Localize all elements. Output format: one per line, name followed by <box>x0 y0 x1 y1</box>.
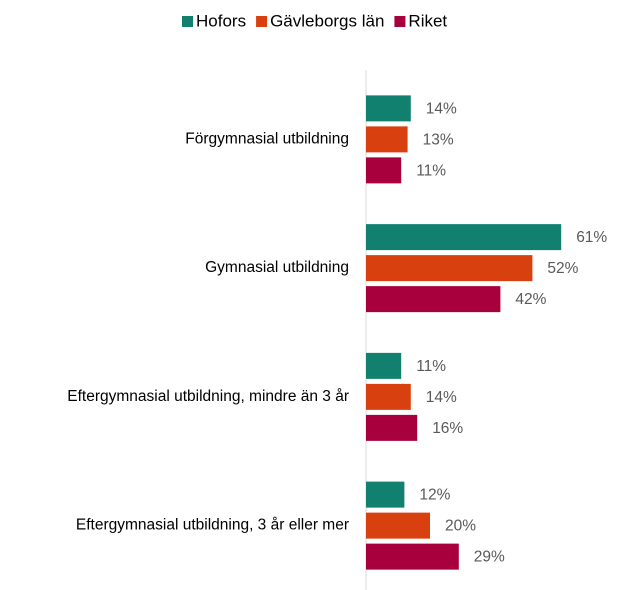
value-label: 13% <box>423 131 454 148</box>
category-label: Gymnasial utbildning <box>205 259 349 276</box>
bar <box>366 352 402 379</box>
bar <box>366 255 533 282</box>
value-label: 20% <box>445 518 476 535</box>
bar <box>366 126 408 153</box>
legend-label: Riket <box>408 11 447 30</box>
value-label: 12% <box>419 487 450 504</box>
value-label: 11% <box>416 162 446 179</box>
value-label: 42% <box>515 291 546 308</box>
value-label: 29% <box>474 549 505 566</box>
bar <box>366 481 405 508</box>
legend-swatch <box>182 16 193 27</box>
value-label: 52% <box>547 260 578 277</box>
category-label: Förgymnasial utbildning <box>185 130 349 147</box>
bar <box>366 543 459 570</box>
bar <box>366 512 430 539</box>
value-label: 14% <box>426 389 457 406</box>
value-label: 16% <box>432 420 463 437</box>
legend-label: Gävleborgs län <box>270 11 384 30</box>
value-label: 14% <box>426 100 457 117</box>
category-label: Eftergymnasial utbildning, 3 år eller me… <box>76 517 349 534</box>
category-label: Eftergymnasial utbildning, mindre än 3 å… <box>67 388 349 405</box>
legend-label: Hofors <box>196 11 246 30</box>
bar <box>366 414 418 441</box>
value-label: 11% <box>416 358 446 375</box>
bar <box>366 383 411 410</box>
bar <box>366 224 562 251</box>
bar <box>366 95 411 122</box>
legend-swatch <box>394 16 406 27</box>
legend-swatch <box>256 16 268 27</box>
bar <box>366 286 501 313</box>
bar <box>366 157 402 184</box>
value-label: 61% <box>576 229 607 246</box>
